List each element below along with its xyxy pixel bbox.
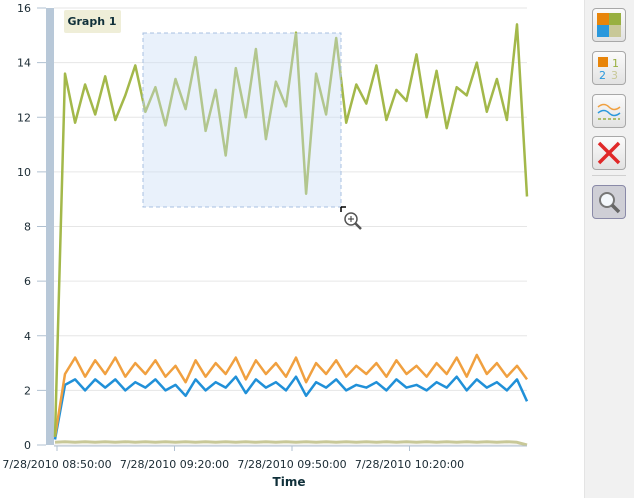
line-styles-icon: [597, 103, 621, 120]
x-axis-title: Time: [273, 475, 306, 489]
toolbar-divider: [592, 175, 626, 176]
svg-text:3: 3: [611, 69, 618, 80]
graph-label-box: [64, 10, 121, 33]
y-tick-label: 8: [24, 221, 31, 234]
x-tick-label: 7/28/2010 09:50:00: [237, 458, 346, 471]
svg-text:2: 2: [599, 69, 606, 80]
line-chart[interactable]: 0 2 4 6 8 10 12 14 16 7/28/2010 08:50:00 7/28/201…: [0, 0, 584, 498]
y-tick-label: 16: [17, 2, 31, 15]
y-tick-label: 2: [24, 384, 31, 397]
series-line-blue[interactable]: [53, 375, 529, 440]
series-line-orange[interactable]: [53, 353, 529, 437]
y-tick-label: 6: [24, 275, 31, 288]
numbered-legend-icon: 12 3: [598, 57, 619, 80]
y-tick-label: 4: [24, 330, 31, 343]
y-tick-label: 0: [24, 439, 31, 452]
svg-text:1: 1: [612, 57, 619, 70]
close-icon: [597, 141, 621, 165]
zoom-cursor-icon: [340, 206, 362, 230]
zoom-button[interactable]: [592, 185, 626, 219]
y-tick-label: 12: [17, 111, 31, 124]
clear-button[interactable]: [592, 136, 626, 170]
x-tick-label: 7/28/2010 08:50:00: [2, 458, 111, 471]
color-palette-icon: [597, 13, 621, 37]
x-tick-label: 7/28/2010 09:20:00: [120, 458, 229, 471]
color-palette-button[interactable]: [592, 8, 626, 42]
y-axis-band: [46, 8, 54, 445]
series-line-tan[interactable]: [54, 440, 528, 447]
x-tick-label: 7/28/2010 10:20:00: [355, 458, 464, 471]
y-tick-label: 10: [17, 166, 31, 179]
series-line-green[interactable]: [53, 23, 529, 437]
line-styles-button[interactable]: [592, 94, 626, 128]
magnifier-icon: [599, 192, 621, 214]
y-tick-label: 14: [17, 57, 31, 70]
graph-title: Graph 1: [67, 15, 116, 28]
zoom-selection-rect[interactable]: [142, 32, 342, 208]
